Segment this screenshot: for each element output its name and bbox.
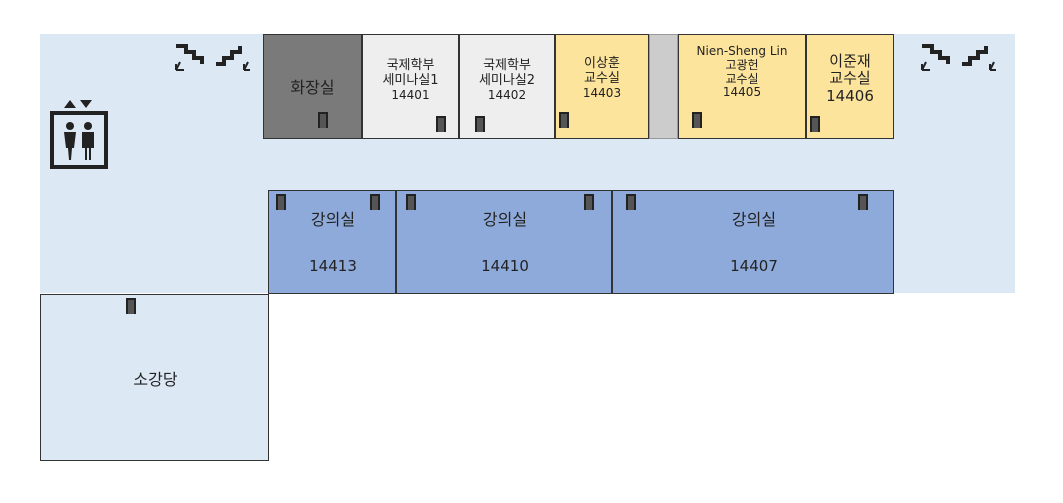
room-label: 세미나실2: [478, 72, 536, 88]
room-label: 세미나실1: [382, 72, 439, 88]
door-icon: [436, 116, 446, 132]
lecture-room-14407[interactable]: 강의실 14407: [612, 190, 894, 294]
lecture-room-14410[interactable]: 강의실 14410: [396, 190, 612, 294]
door-icon: [126, 298, 136, 314]
room-label: 이상훈: [584, 56, 620, 71]
seminar-room-2[interactable]: 국제학부 세미나실2 14402: [459, 34, 555, 139]
door-icon: [406, 194, 416, 210]
room-label: 화장실: [290, 78, 335, 97]
door-icon: [370, 194, 380, 210]
door-icon: [692, 112, 702, 128]
professor-office-14405[interactable]: Nien-Sheng Lin 고광헌 교수실 14405: [678, 34, 806, 139]
room-label: 소강당: [133, 370, 178, 389]
room-label: 국제학부: [386, 58, 435, 73]
room-label: 교수실: [725, 71, 759, 86]
room-number: 14405: [722, 85, 762, 100]
room-number: 14413: [309, 257, 357, 275]
room-label: 강의실: [482, 210, 528, 229]
stairs-icon: [921, 44, 996, 71]
room-label: 이준재: [829, 52, 871, 70]
door-icon: [626, 194, 636, 210]
room-number: 14401: [391, 87, 430, 102]
professor-office-14406[interactable]: 이준재 교수실 14406: [806, 34, 894, 139]
room-label: Nien-Sheng Lin: [696, 44, 788, 58]
door-icon: [584, 194, 594, 210]
door-icon: [810, 116, 820, 132]
door-icon: [475, 116, 485, 132]
room-number: 14402: [487, 87, 527, 102]
door-icon: [318, 112, 328, 128]
restroom[interactable]: 화장실: [263, 34, 362, 139]
small-auditorium[interactable]: 소강당: [40, 294, 269, 461]
elevator-icon: [50, 100, 108, 169]
room-label: 교수실: [829, 69, 871, 88]
room-number: 14407: [730, 257, 778, 275]
room-number: 14406: [826, 86, 874, 105]
room-number: 14410: [481, 257, 529, 275]
room-label: 고광헌: [725, 57, 759, 72]
room-label: 교수실: [584, 70, 620, 86]
seminar-room-1[interactable]: 국제학부 세미나실1 14401: [362, 34, 459, 139]
lecture-room-14413[interactable]: 강의실 14413: [268, 190, 396, 294]
stairs-icon: [175, 44, 250, 71]
utility-space: [649, 34, 678, 139]
professor-office-14403[interactable]: 이상훈 교수실 14403: [555, 34, 649, 139]
room-label: 강의실: [731, 210, 777, 229]
room-label: 강의실: [310, 210, 356, 229]
room-number: 14403: [582, 85, 622, 100]
room-label: 국제학부: [483, 58, 531, 73]
door-icon: [858, 194, 868, 210]
door-icon: [559, 112, 569, 128]
door-icon: [276, 194, 286, 210]
